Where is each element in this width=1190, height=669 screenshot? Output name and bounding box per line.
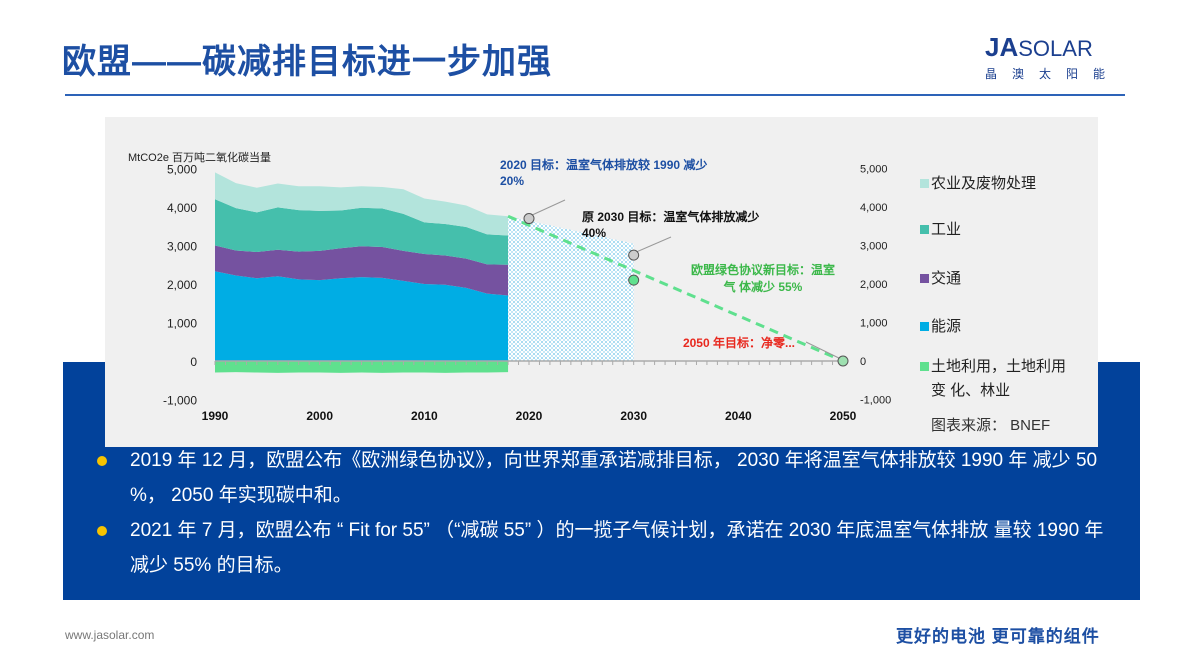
y-tick-label-left: 3,000: [167, 240, 197, 254]
y-tick-label-right: 1,000: [860, 318, 888, 330]
legend-item-agriculture: 农业及废物处理: [920, 172, 1036, 193]
y-tick-label-right: 4,000: [860, 202, 888, 214]
emissions-chart: 5,000 5,000 4,000 4,000 3,000 3,000 2,000 2,000…: [163, 157, 891, 423]
y-tick-label-left: 2,000: [167, 278, 197, 292]
legend-item-transport: 交通: [920, 267, 961, 288]
y-tick-label-right: 3,000: [860, 241, 888, 253]
y-tick-label-left: -1,000: [163, 394, 197, 408]
y-tick-label-left: 0: [190, 355, 197, 369]
area-transport: [215, 245, 509, 296]
y-axis-label: MtCO2e 百万吨二氧化碳当量: [128, 152, 272, 164]
bullet-list: 2019 年 12 月，欧盟公布《欧洲绿色协议》，向世界郑重承诺减排目标， 20…: [95, 443, 1105, 583]
chart-source: 图表来源： BNEF: [931, 417, 1051, 434]
legend-item-land-use: 土地利用，土地利用: [920, 355, 1066, 376]
bullet-dot-icon: [97, 456, 107, 466]
x-tick-label: 1990: [202, 409, 229, 423]
x-tick-label: 2050: [830, 409, 857, 423]
projection-area: [508, 216, 634, 361]
header-divider: [65, 94, 1125, 96]
y-tick-label-right: -1,000: [860, 395, 891, 407]
y-tick-label-right: 0: [860, 356, 866, 368]
y-tick-label-left: 1,000: [167, 317, 197, 331]
chart-panel: 5,000 5,000 4,000 4,000 3,000 3,000 2,000 2,000…: [105, 117, 1098, 447]
footer-url[interactable]: www.jasolar.com: [65, 628, 155, 642]
target-path-line: [507, 214, 844, 363]
x-tick-label: 2040: [725, 409, 752, 423]
legend-item-energy: 能源: [920, 315, 961, 336]
leader-line-2020: [529, 199, 566, 217]
target-marker: [628, 249, 640, 261]
legend-item-industry: 工业: [920, 218, 961, 239]
company-logo: JASOLAR 晶澳太阳能: [985, 32, 1121, 81]
area-energy: [215, 271, 509, 361]
y-tick-label-right: 2,000: [860, 279, 888, 291]
target-label: 2050 年目标：净零...: [683, 335, 795, 350]
target-marker: [837, 355, 849, 367]
bullet-item: 2021 年 7 月，欧盟公布 “ Fit for 55” （“减碳 55” ）…: [95, 513, 1105, 583]
x-tick-label: 2030: [620, 409, 647, 423]
page-title: 欧盟——碳减排目标进一步加强: [62, 43, 552, 81]
target-label-green-deal: 欧盟绿色协议新目标：温室气 体减少 55%: [690, 263, 835, 294]
x-tick-label: 2020: [516, 409, 543, 423]
area-agriculture: [215, 172, 509, 236]
leader-line-2030: [633, 236, 672, 254]
target-marker: [523, 213, 535, 225]
footer-slogan: 更好的电池 更可靠的组件: [896, 627, 1100, 646]
leader-line-2050: [805, 341, 846, 362]
bullet-dot-icon: [97, 526, 107, 536]
y-tick-label-left: 5,000: [167, 163, 197, 177]
area-industry: [215, 199, 509, 265]
x-tick-label: 2000: [306, 409, 333, 423]
y-tick-label-right: 5,000: [860, 164, 888, 176]
legend-item-land-use-cont: 变 化、林业: [931, 382, 1011, 399]
bullet-item: 2019 年 12 月，欧盟公布《欧洲绿色协议》，向世界郑重承诺减排目标， 20…: [95, 443, 1105, 513]
target-label: 2020 目标：温室气体排放较 1990 减少 20%: [500, 157, 711, 188]
x-tick-label: 2010: [411, 409, 438, 423]
target-marker: [628, 274, 640, 286]
target-label: 原 2030 目标：温室气体排放减少 40%: [582, 209, 763, 240]
y-tick-label-left: 4,000: [167, 201, 197, 215]
